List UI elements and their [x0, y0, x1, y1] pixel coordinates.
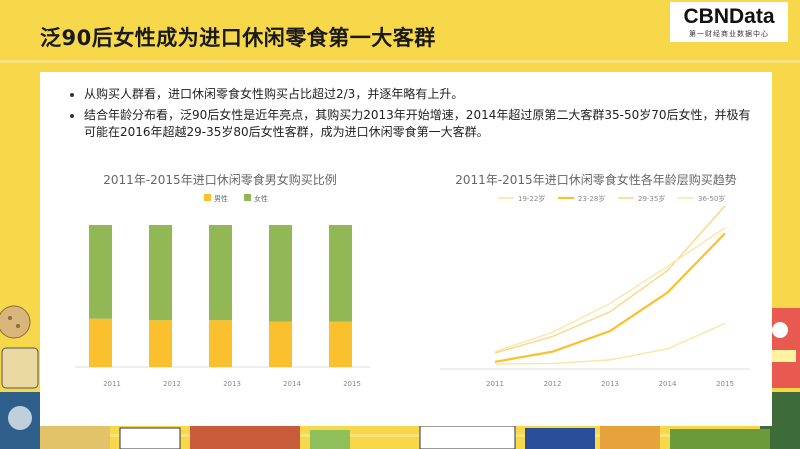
bar-female	[269, 225, 292, 322]
line-marks	[494, 205, 726, 365]
logo-wordmark: CBNData	[683, 5, 775, 28]
x-tick-label: 2014	[659, 380, 677, 388]
legend-label: 女性	[254, 194, 268, 203]
legend-swatch	[204, 194, 211, 201]
legend-swatch	[244, 194, 251, 201]
bar-female	[149, 225, 172, 321]
content-card: 从购买人群看，进口休闲零食女性购买占比超过2/3，并逐年略有上升。 结合年龄分布…	[40, 72, 772, 426]
age-trend-line-chart: 2011年-2015年进口休闲零食女性各年龄层购买趋势 19-22岁 23-28岁…	[440, 172, 750, 388]
gender-ratio-bar-chart: 2011年-2015年进口休闲零食男女购买比例 男性 女性 2011 2012 201…	[75, 172, 370, 388]
background-stripe	[0, 434, 800, 437]
x-tick-label: 2015	[343, 380, 361, 388]
bullet-item: 结合年龄分布看，泛90后女性是近年亮点，其购买力2013年开始增速，2014年超…	[70, 107, 760, 141]
bar-male	[209, 320, 232, 367]
x-tick-label: 2015	[716, 380, 734, 388]
chart-legend: 男性 女性	[204, 194, 268, 203]
x-tick-labels: 2011 2012 2013 2014 2015	[103, 380, 361, 388]
bar-female	[209, 225, 232, 321]
legend-label: 19-22岁	[518, 194, 545, 203]
snack-illustration-left	[0, 305, 42, 449]
legend-label: 29-35岁	[638, 194, 665, 203]
logo-tagline: 第一财经商业数据中心	[689, 30, 769, 38]
legend-label: 23-28岁	[578, 194, 605, 203]
bar-male	[149, 320, 172, 367]
x-tick-label: 2012	[544, 380, 562, 388]
bar-female	[89, 225, 112, 319]
page-title: 泛90后女性成为进口休闲零食第一大客群	[40, 26, 436, 50]
x-tick-labels: 2011 2012 2013 2014 2015	[486, 380, 734, 388]
line-series-36-50岁	[494, 227, 726, 353]
bar-male	[269, 321, 292, 367]
x-tick-label: 2014	[283, 380, 301, 388]
bar-male	[329, 321, 352, 367]
x-tick-label: 2011	[103, 380, 121, 388]
bullet-item: 从购买人群看，进口休闲零食女性购买占比超过2/3，并逐年略有上升。	[70, 86, 760, 103]
bar-marks	[89, 225, 352, 367]
line-series-19-22岁	[494, 322, 726, 365]
background-stripe	[0, 60, 800, 63]
logo: CBNData 第一财经商业数据中心	[670, 2, 788, 42]
x-tick-label: 2013	[601, 380, 619, 388]
bar-female	[329, 225, 352, 322]
chart-title: 2011年-2015年进口休闲零食男女购买比例	[103, 172, 336, 187]
chart-legend: 19-22岁 23-28岁 29-35岁 36-50岁	[498, 194, 725, 203]
x-tick-label: 2013	[223, 380, 241, 388]
legend-label: 男性	[214, 194, 228, 203]
line-series-23-28岁	[494, 232, 726, 363]
bar-male	[89, 318, 112, 367]
bullet-list: 从购买人群看，进口休闲零食女性购买占比超过2/3，并逐年略有上升。 结合年龄分布…	[70, 86, 760, 145]
line-series-29-35岁	[494, 205, 726, 354]
snack-illustration-bottom	[40, 426, 770, 449]
chart-title: 2011年-2015年进口休闲零食女性各年龄层购买趋势	[455, 172, 736, 187]
legend-label: 36-50岁	[698, 194, 725, 203]
x-tick-label: 2012	[163, 380, 181, 388]
x-tick-label: 2011	[486, 380, 504, 388]
